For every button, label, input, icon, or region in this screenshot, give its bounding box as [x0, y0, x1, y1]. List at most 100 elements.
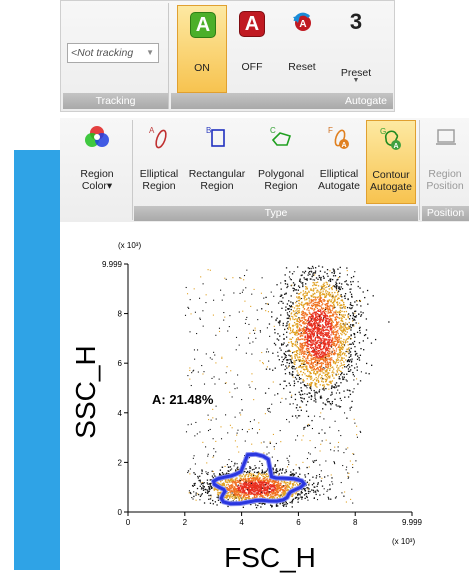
scatter-point — [317, 349, 319, 352]
scatter-point — [351, 317, 354, 320]
scatter-point — [330, 322, 333, 324]
scatter-point — [316, 327, 318, 329]
scatter-point — [306, 331, 308, 334]
scatter-point — [336, 357, 339, 359]
scatter-point — [326, 314, 328, 317]
scatter-point — [306, 337, 309, 339]
scatter-point — [321, 361, 323, 364]
scatter-point — [295, 367, 298, 369]
scatter-point — [322, 275, 325, 278]
scatter-point — [245, 481, 247, 483]
scatter-point — [280, 314, 282, 316]
scatter-point — [253, 487, 255, 489]
scatter-point — [338, 377, 340, 380]
elliptical-region-button[interactable]: A Elliptical Region — [134, 120, 184, 204]
scatter-point — [320, 358, 322, 361]
scatter-point — [268, 492, 270, 495]
contour-autogate-button[interactable]: G A Contour Autogate — [366, 120, 416, 204]
scatter-point — [269, 335, 271, 337]
scatter-point — [316, 362, 318, 364]
scatter-point — [319, 373, 321, 375]
scatter-point — [298, 374, 301, 376]
scatter-point — [239, 474, 241, 476]
scatter-point — [324, 358, 326, 360]
scatter-point — [323, 357, 325, 359]
scatter-point — [254, 489, 256, 491]
scatter-point — [335, 392, 337, 394]
contour-autogate-letter: G — [380, 127, 386, 136]
scatter-point — [330, 474, 332, 476]
scatter-point — [308, 311, 310, 313]
scatter-point — [359, 380, 362, 382]
region-color-button[interactable]: Region Color▾ — [66, 120, 128, 204]
scatter-point — [316, 315, 318, 317]
scatter-point — [320, 339, 322, 341]
scatter-point — [285, 481, 287, 484]
scatter-point — [279, 347, 281, 349]
scatter-point — [315, 346, 317, 348]
scatter-point — [271, 504, 273, 507]
autogate-off-button[interactable]: A OFF — [227, 5, 277, 93]
autogate-preset-button[interactable]: 3 Preset ▼ — [331, 5, 381, 93]
scatter-point — [273, 295, 275, 297]
autogate-reset-button[interactable]: A Reset — [277, 5, 327, 93]
scatter-point — [324, 303, 326, 306]
scatter-point — [319, 295, 321, 297]
scatter-point — [325, 376, 328, 378]
contour-gate-region[interactable] — [210, 451, 308, 507]
scatter-point — [333, 450, 335, 452]
scatter-point — [308, 304, 310, 306]
tracking-select[interactable]: <Not tracking ▼ — [67, 43, 159, 63]
scatter-point — [292, 475, 294, 477]
scatter-point — [303, 326, 305, 328]
rectangular-region-button[interactable]: B Rectangular Region — [184, 120, 250, 204]
polygonal-region-button[interactable]: C Polygonal Region — [250, 120, 312, 204]
scatter-point — [331, 318, 333, 320]
scatter-point — [300, 274, 302, 277]
scatter-point — [338, 345, 340, 348]
scatter-point — [262, 479, 264, 481]
autogate-group-label: Autogate — [171, 93, 393, 109]
scatter-point — [316, 335, 318, 337]
scatter-point — [290, 495, 293, 497]
scatter-point — [231, 486, 233, 488]
scatter-point — [189, 367, 191, 369]
scatter-point — [289, 373, 291, 375]
scatter-point — [302, 285, 304, 288]
scatter-point — [322, 328, 324, 331]
scatter-point — [332, 366, 334, 368]
scatter-point — [320, 276, 322, 279]
scatter-point — [200, 494, 202, 496]
scatter-point — [296, 320, 298, 323]
autogate-on-button[interactable]: A ON — [177, 5, 227, 93]
scatter-point — [261, 502, 263, 504]
scatter-point — [313, 367, 316, 369]
region-position-button[interactable]: Region Position — [422, 120, 468, 204]
scatter-point — [241, 498, 243, 500]
scatter-point — [298, 330, 301, 332]
elliptical-autogate-button[interactable]: F A Elliptical Autogate — [312, 120, 366, 204]
scatter-point — [214, 475, 216, 477]
scatter-point — [294, 289, 296, 291]
scatter-point — [271, 456, 273, 458]
scatter-point — [312, 351, 314, 353]
scatter-point — [313, 272, 315, 274]
scatter-point — [262, 488, 265, 490]
scatter-point — [275, 319, 277, 321]
scatter-point — [304, 303, 306, 305]
scatter-point — [257, 475, 259, 477]
scatter-point — [304, 314, 306, 316]
scatter-point — [248, 486, 250, 489]
scatter-point — [297, 318, 299, 320]
scatter-point — [329, 381, 332, 384]
scatter-point — [233, 465, 235, 467]
scatter-point — [343, 363, 346, 366]
scatter-point — [202, 310, 204, 312]
scatter-point — [252, 473, 255, 475]
scatter-point — [293, 271, 295, 273]
scatter-point — [239, 412, 241, 414]
scatter-point — [313, 289, 315, 291]
scatter-point — [353, 316, 356, 318]
scatter-point — [310, 369, 313, 371]
